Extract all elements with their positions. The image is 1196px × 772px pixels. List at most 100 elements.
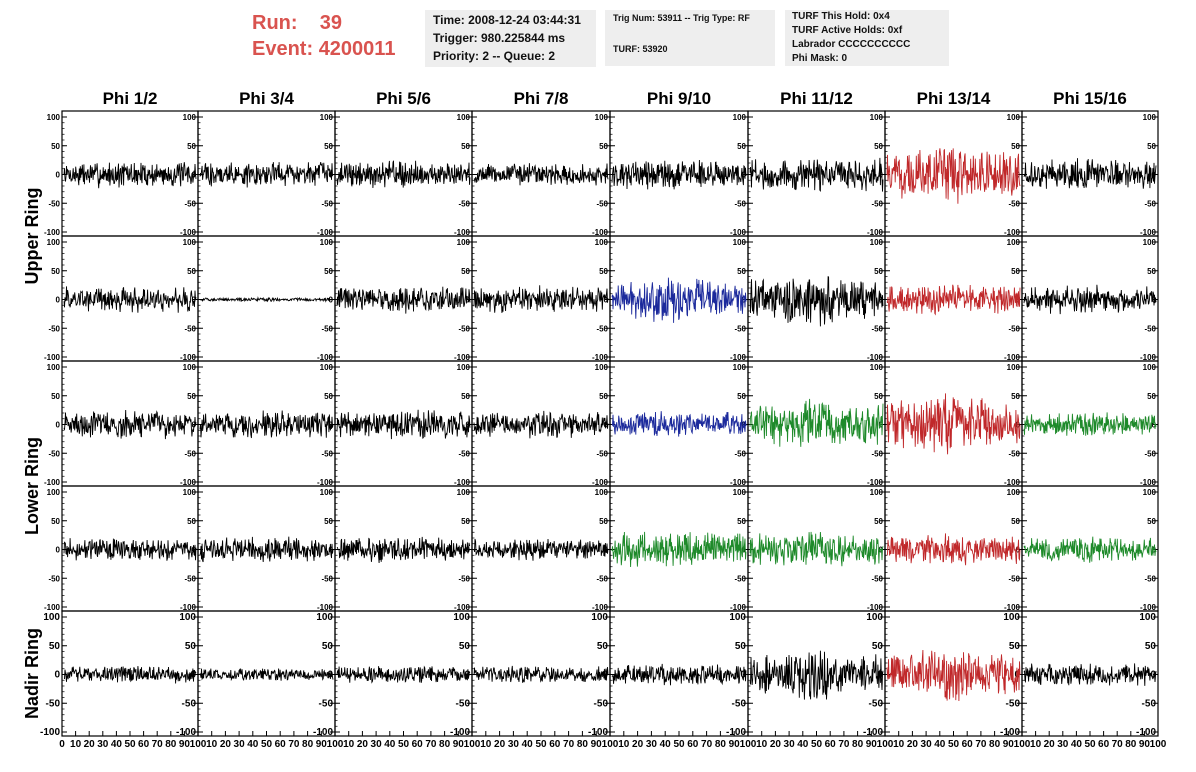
waveform-trace	[611, 159, 747, 190]
event-row: Event: 4200011	[252, 36, 395, 62]
waveform-trace	[886, 393, 1021, 455]
y-tick-label: 50	[1145, 641, 1157, 652]
x-tick-label: 100	[740, 739, 757, 750]
turf-active-text: TURF Active Holds: 0xf	[792, 25, 903, 36]
y-tick-label: -100	[44, 603, 61, 612]
waveform-trace	[336, 409, 471, 440]
waveform-trace	[611, 411, 747, 437]
waveform-trace	[749, 276, 884, 327]
x-tick-label: 100	[602, 739, 619, 750]
x-tick-label: 30	[784, 739, 796, 750]
y-tick-label: -100	[588, 727, 608, 738]
y-tick-label: -50	[48, 199, 60, 208]
x-tick-label: 100	[464, 739, 481, 750]
waveform-trace	[63, 286, 197, 313]
y-tick-label: -50	[596, 574, 608, 583]
y-tick-label: -100	[176, 727, 196, 738]
x-tick-label: 90	[591, 739, 603, 750]
x-tick-label: 70	[838, 739, 850, 750]
x-tick-label: 90	[729, 739, 741, 750]
y-tick-label: 100	[183, 238, 197, 247]
y-tick-label: -100	[726, 727, 746, 738]
y-tick-label: 50	[459, 641, 471, 652]
y-tick-label: 100	[320, 113, 334, 122]
y-tick-label: -100	[592, 353, 609, 362]
y-tick-label: 50	[461, 142, 470, 151]
y-tick-label: 100	[183, 488, 197, 497]
y-tick-label: 50	[599, 517, 608, 526]
y-tick-label: -50	[48, 449, 60, 458]
x-tick-label: 100	[190, 739, 207, 750]
y-tick-label: 50	[737, 392, 746, 401]
x-tick-label: 70	[701, 739, 713, 750]
waveform-trace	[1023, 536, 1157, 563]
y-tick-label: 50	[324, 517, 333, 526]
x-tick-label: 60	[962, 739, 974, 750]
y-tick-label: 100	[320, 363, 334, 372]
y-tick-label: 50	[51, 517, 60, 526]
x-tick-label: 30	[234, 739, 246, 750]
y-tick-label: -50	[319, 698, 334, 709]
y-tick-label: 100	[595, 363, 609, 372]
y-tick-label: 100	[457, 113, 471, 122]
x-tick-label: 80	[577, 739, 589, 750]
y-tick-label: -50	[184, 324, 196, 333]
waveform-trace	[749, 157, 884, 192]
y-tick-label: -50	[184, 574, 196, 583]
waveform-trace	[886, 284, 1021, 316]
waveform-trace	[336, 536, 471, 564]
x-tick-label: 70	[975, 739, 987, 750]
y-tick-label: -100	[44, 228, 61, 237]
phi-mask-text: Phi Mask: 0	[792, 53, 848, 64]
y-tick-label: -50	[321, 574, 333, 583]
y-tick-label: -100	[317, 603, 334, 612]
y-tick-label: -50	[1142, 698, 1157, 709]
x-tick-label: 90	[1139, 739, 1151, 750]
y-tick-label: 50	[874, 517, 883, 526]
y-tick-label: -50	[596, 449, 608, 458]
priority-text: Priority: 2 -- Queue: 2	[433, 49, 556, 63]
y-tick-label: 100	[1143, 238, 1157, 247]
y-tick-label: 100	[1143, 363, 1157, 372]
y-tick-label: -100	[180, 478, 197, 487]
y-tick-label: 50	[461, 267, 470, 276]
trigger-text: Trigger: 980.225844 ms	[433, 31, 566, 45]
y-tick-label: -50	[1144, 449, 1156, 458]
y-tick-label: 50	[187, 392, 196, 401]
y-tick-label: -50	[321, 324, 333, 333]
y-tick-label: -50	[456, 698, 471, 709]
y-tick-label: 100	[870, 238, 884, 247]
x-tick-label: 90	[316, 739, 328, 750]
turf-info-box: TURF This Hold: 0x4 TURF Active Holds: 0…	[785, 10, 949, 66]
y-tick-label: -100	[180, 603, 197, 612]
x-tick-label: 60	[549, 739, 561, 750]
x-tick-label: 100	[1150, 739, 1167, 750]
y-tick-label: 100	[179, 612, 196, 623]
x-tick-label: 100	[1014, 739, 1031, 750]
y-tick-label: 0	[56, 421, 61, 430]
waveform-trace	[473, 285, 609, 313]
x-tick-label: 100	[327, 739, 344, 750]
waveform-trace	[886, 649, 1021, 702]
column-header: Phi 5/6	[376, 89, 431, 108]
x-tick-label: 50	[124, 739, 136, 750]
y-tick-label: 0	[56, 546, 61, 555]
y-tick-label: -50	[182, 698, 197, 709]
column-header: Phi 9/10	[647, 89, 711, 108]
y-tick-label: 100	[870, 488, 884, 497]
y-tick-label: 100	[47, 363, 61, 372]
y-tick-label: -50	[1008, 449, 1020, 458]
